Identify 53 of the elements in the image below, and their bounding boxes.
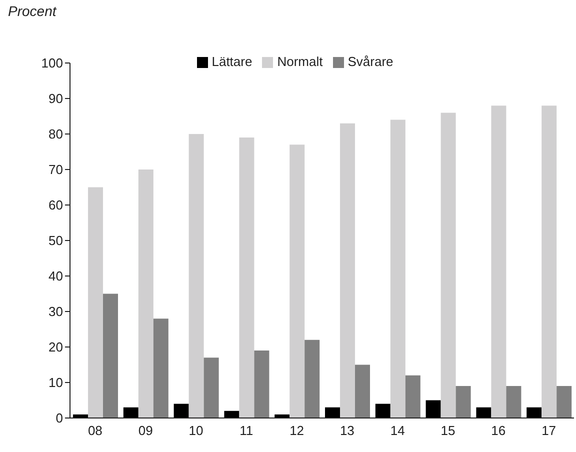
y-tick-label: 10 (48, 375, 63, 390)
x-tick-label: 13 (340, 423, 354, 438)
bar (103, 294, 118, 418)
legend-label: Normalt (277, 54, 323, 69)
y-tick-label: 50 (48, 233, 63, 248)
bar (456, 386, 471, 418)
y-tick-label: 100 (41, 56, 63, 71)
bar (491, 106, 506, 418)
bar (340, 123, 355, 418)
bar (188, 134, 204, 418)
bar (204, 358, 219, 418)
x-tick-label: 11 (240, 423, 254, 438)
bar (88, 187, 103, 418)
y-tick-label: 90 (48, 91, 63, 106)
bar (239, 138, 254, 418)
bar (290, 144, 305, 418)
bar (304, 340, 320, 418)
y-tick-label: 60 (48, 198, 63, 213)
y-tick-label: 40 (48, 268, 63, 284)
legend-label: Svårare (348, 54, 394, 69)
bar (123, 407, 138, 418)
bar (405, 375, 420, 418)
x-tick-label: 09 (138, 423, 153, 438)
bar (542, 106, 557, 418)
bar (506, 386, 522, 418)
x-tick-label: 14 (390, 423, 405, 438)
y-tick-label: 0 (56, 410, 63, 426)
y-tick-label: 20 (48, 340, 63, 355)
y-tick-label: 30 (48, 304, 63, 320)
bar (556, 386, 572, 418)
x-tick-label: 16 (491, 423, 506, 438)
x-tick-label: 17 (542, 423, 556, 438)
y-tick-label: 70 (48, 162, 63, 178)
bar (390, 120, 406, 418)
x-tick-label: 15 (440, 423, 456, 438)
bar (138, 170, 154, 418)
bar (325, 407, 340, 418)
y-axis-title: Procent (8, 3, 56, 19)
bar (153, 318, 168, 418)
legend-label: Lättare (212, 54, 252, 69)
x-tick-label: 08 (88, 423, 102, 438)
x-tick-label: 10 (188, 423, 204, 438)
bar (355, 364, 370, 418)
bar (254, 350, 270, 418)
bar (476, 407, 492, 418)
y-tick-label: 80 (48, 126, 63, 142)
bar (440, 112, 456, 418)
bar (426, 400, 441, 418)
bar (224, 410, 240, 418)
bar (174, 404, 189, 418)
bar (375, 404, 390, 418)
x-tick-label: 12 (290, 423, 304, 438)
bar (526, 407, 542, 418)
